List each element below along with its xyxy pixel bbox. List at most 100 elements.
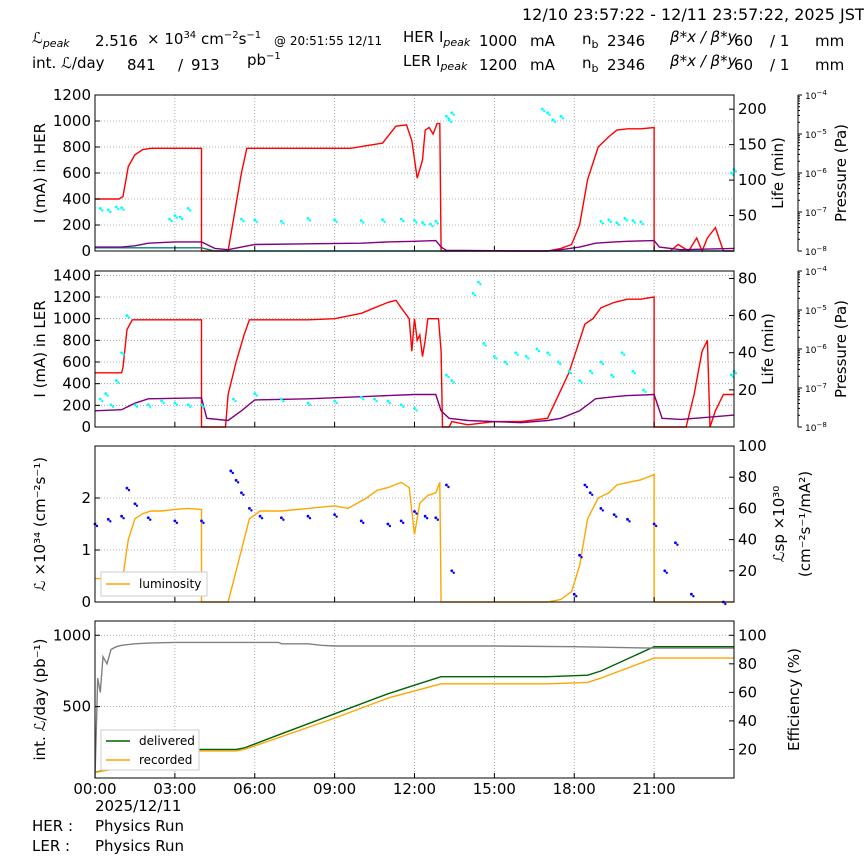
point-life xyxy=(253,218,257,222)
point-lsp xyxy=(120,514,124,518)
xtick-label: 18:00 xyxy=(553,780,596,798)
series-efficiency xyxy=(94,641,734,779)
point-life xyxy=(306,216,310,220)
ytick-label: 800 xyxy=(62,331,91,349)
ler-ipeak-text: LER I xyxy=(403,52,441,70)
lpeak-sub: peak xyxy=(42,37,70,50)
ler-beta-unit: mm xyxy=(815,56,845,74)
point-life xyxy=(98,207,102,210)
pressure-tick-label: 10−7 xyxy=(805,382,827,395)
intl-total: 913 xyxy=(191,56,220,74)
point-life xyxy=(362,221,365,224)
panel-1 xyxy=(94,94,802,253)
point-lsp xyxy=(202,521,205,525)
lpeak-exp: 34 xyxy=(183,30,197,41)
point-lsp xyxy=(425,517,429,520)
point-lsp xyxy=(260,517,264,520)
point-life xyxy=(135,405,139,408)
point-life xyxy=(601,362,605,366)
point-life xyxy=(445,373,448,377)
point-lsp xyxy=(335,515,338,518)
y2label: ℒsp ×10³⁰ xyxy=(770,486,788,563)
point-life xyxy=(117,207,120,211)
point-life xyxy=(160,399,163,403)
y2tick-label: 100 xyxy=(738,626,767,644)
point-life xyxy=(445,114,448,118)
point-life xyxy=(333,218,337,222)
ytick-label: 1400 xyxy=(53,266,91,284)
point-lsp xyxy=(248,507,251,510)
ler-ipeak-sub: peak xyxy=(440,60,468,73)
ler-nb-sub: b xyxy=(591,62,599,75)
point-life xyxy=(449,120,453,124)
point-lsp xyxy=(580,556,583,559)
her-nb-value: 2346 xyxy=(607,32,646,50)
point-life xyxy=(106,394,109,397)
ytick-label: 800 xyxy=(62,138,91,156)
point-lsp xyxy=(599,507,603,510)
her-nb-n: n xyxy=(582,30,592,48)
footer-ler-status: Physics Run xyxy=(95,837,185,855)
point-lsp xyxy=(125,486,129,490)
footer-date: 2025/12/11 xyxy=(95,797,182,815)
point-life xyxy=(399,217,403,221)
point-lsp xyxy=(250,509,253,512)
point-life xyxy=(109,210,112,214)
pressure-tick-label: 10−7 xyxy=(805,206,827,219)
y2tick-label: 60 xyxy=(738,307,757,325)
point-life xyxy=(109,403,113,407)
point-life xyxy=(633,372,637,375)
point-lsp xyxy=(388,524,392,528)
ler-nb-n: n xyxy=(582,54,592,72)
pressure-tick-exp: −7 xyxy=(816,206,826,214)
point-lsp xyxy=(173,519,177,523)
intl-unit-base: pb xyxy=(247,51,267,69)
point-life xyxy=(173,401,177,405)
legend-label-recorded: recorded xyxy=(139,753,192,767)
point-life xyxy=(114,379,118,382)
footer-ler-label: LER : xyxy=(32,837,71,855)
point-lsp xyxy=(127,488,131,492)
point-life xyxy=(173,214,177,217)
legend: delivered recorded xyxy=(100,729,200,771)
y2tick-label: 40 xyxy=(738,712,757,730)
point-lsp xyxy=(308,517,312,520)
intl-slash: / xyxy=(178,56,184,74)
point-lsp xyxy=(362,521,365,525)
point-life xyxy=(477,280,480,284)
point-lsp xyxy=(106,517,110,521)
point-life xyxy=(186,207,190,210)
point-life xyxy=(111,405,115,408)
point-life xyxy=(122,353,125,356)
lpeak-expression: × 1034 cm−2s−1 xyxy=(147,30,261,48)
y2label: Life (min) xyxy=(759,313,777,385)
point-life xyxy=(431,224,434,228)
point-life xyxy=(615,221,619,225)
point-life xyxy=(232,397,235,401)
xtick-label: 12:00 xyxy=(393,780,436,798)
point-lsp xyxy=(386,522,390,526)
intl-unit: pb−1 xyxy=(247,51,281,69)
y2tick-label: 40 xyxy=(738,344,757,362)
point-life xyxy=(401,405,405,408)
point-life xyxy=(622,353,626,356)
point-life xyxy=(255,394,258,397)
point-lsp xyxy=(234,478,238,482)
point-life xyxy=(415,409,418,412)
point-life xyxy=(188,405,192,408)
point-life xyxy=(279,397,283,401)
y2tick-label: 100 xyxy=(738,171,767,189)
ytick-label: 400 xyxy=(62,190,91,208)
point-life xyxy=(609,220,613,223)
point-life xyxy=(114,205,118,209)
point-life xyxy=(127,316,131,319)
ytick-label: 1000 xyxy=(53,310,91,328)
pressure-tick-exp: −7 xyxy=(816,382,826,390)
series-pressure xyxy=(95,239,735,252)
ytick-label: 600 xyxy=(62,164,91,182)
point-life xyxy=(729,373,733,377)
point-lsp xyxy=(401,521,405,525)
point-life xyxy=(333,399,337,403)
ytick-label: 500 xyxy=(62,698,91,716)
ytick-label: 0 xyxy=(81,242,91,260)
